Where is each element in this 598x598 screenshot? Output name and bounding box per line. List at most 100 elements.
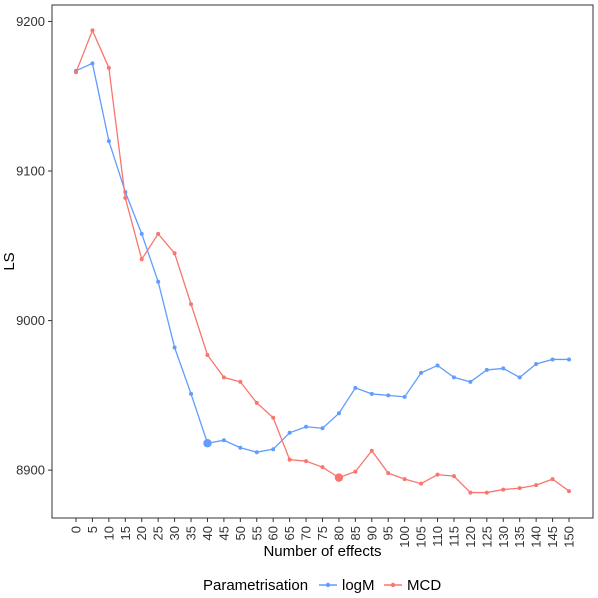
x-axis-title: Number of effects	[263, 543, 381, 560]
data-point-logm	[468, 379, 473, 384]
data-point-mcd	[156, 231, 161, 236]
data-point-logm	[402, 394, 407, 399]
data-point-logm	[369, 391, 374, 396]
y-tick-label: 9100	[16, 164, 45, 179]
legend-key-mcd-point	[390, 582, 396, 588]
data-point-logm	[90, 61, 95, 66]
data-point-logm	[238, 445, 243, 450]
x-tick-label: 150	[562, 526, 577, 548]
data-point-logm	[336, 411, 341, 416]
x-tick-label: 5	[85, 526, 100, 533]
x-tick-label: 30	[167, 526, 182, 540]
data-point-logm	[172, 345, 177, 350]
data-point-logm	[106, 139, 111, 144]
x-tick-label: 40	[200, 526, 215, 540]
data-point-mcd	[501, 487, 506, 492]
highlight-point-logm	[203, 439, 212, 448]
data-point-mcd	[139, 257, 144, 262]
data-point-mcd	[205, 352, 210, 357]
legend-title: Parametrisation	[203, 577, 308, 594]
data-point-mcd	[567, 489, 571, 494]
data-point-logm	[435, 363, 440, 368]
x-tick-label: 80	[331, 526, 346, 540]
data-point-mcd	[550, 477, 555, 482]
legend: Parametrisation logM MCD	[203, 577, 441, 594]
x-tick-label: 120	[463, 526, 478, 548]
data-point-mcd	[189, 302, 194, 307]
data-point-logm	[287, 430, 292, 435]
x-tick-label: 20	[134, 526, 149, 540]
x-tick-label: 110	[430, 526, 445, 547]
data-point-logm	[304, 424, 309, 429]
data-point-mcd	[221, 375, 226, 380]
data-point-mcd	[353, 469, 358, 474]
x-tick-label: 135	[512, 526, 527, 548]
data-point-logm	[517, 375, 522, 380]
data-point-logm	[501, 366, 506, 371]
data-point-mcd	[106, 65, 111, 70]
data-point-logm	[419, 370, 424, 375]
data-point-logm	[451, 375, 456, 380]
x-tick-label: 65	[282, 526, 297, 540]
data-point-logm	[221, 438, 226, 443]
y-axis-title: LS	[1, 252, 18, 270]
data-point-mcd	[254, 400, 259, 405]
data-point-mcd	[484, 490, 489, 495]
data-point-mcd	[172, 251, 177, 256]
y-tick-label: 9000	[16, 313, 45, 328]
panel-border	[51, 4, 594, 519]
data-point-mcd	[369, 448, 374, 453]
data-point-logm	[271, 447, 276, 452]
data-point-logm	[254, 450, 259, 455]
highlight-point-mcd	[334, 473, 344, 482]
x-tick-label: 75	[315, 526, 330, 540]
legend-label-mcd: MCD	[407, 577, 441, 594]
data-point-mcd	[320, 465, 325, 470]
x-tick-label: 95	[381, 526, 396, 540]
data-point-logm	[320, 426, 325, 431]
series-layer	[74, 28, 571, 495]
x-tick-label: 140	[529, 526, 544, 548]
x-tick-label: 60	[266, 526, 281, 540]
data-point-mcd	[402, 477, 407, 482]
data-point-mcd	[451, 474, 456, 479]
x-tick-label: 45	[216, 526, 231, 540]
x-tick-label: 125	[479, 526, 494, 548]
data-point-mcd	[419, 481, 424, 486]
data-point-logm	[353, 385, 358, 390]
data-point-mcd	[435, 472, 440, 477]
data-point-logm	[189, 391, 194, 396]
y-tick-label: 9200	[16, 14, 45, 29]
legend-key-logm-point	[325, 582, 331, 588]
x-tick-label: 145	[545, 526, 560, 548]
data-point-mcd	[304, 459, 309, 464]
y-tick-label: 8900	[16, 463, 45, 478]
x-tick-label: 70	[299, 526, 314, 540]
x-tick-label: 55	[249, 526, 264, 540]
data-point-mcd	[238, 379, 243, 384]
x-tick-label: 100	[397, 526, 412, 548]
data-point-mcd	[534, 483, 539, 488]
x-tick-label: 50	[233, 526, 248, 540]
x-tick-label: 0	[69, 526, 84, 533]
x-tick-label: 90	[364, 526, 379, 540]
data-point-logm	[139, 231, 144, 236]
x-tick-label: 10	[101, 526, 116, 540]
data-point-logm	[567, 357, 571, 362]
data-point-logm	[156, 279, 161, 284]
x-tick-label: 35	[184, 526, 199, 540]
data-point-mcd	[287, 457, 292, 462]
data-point-logm	[534, 361, 539, 366]
data-point-mcd	[271, 415, 276, 420]
data-point-mcd	[90, 28, 95, 33]
data-point-mcd	[468, 490, 473, 495]
x-tick-label: 15	[118, 526, 133, 540]
x-axis: 0 5 10 15 20 25 30 35 40 45 50 55 60 65 70 75 80 85 90 95 10…	[69, 518, 577, 548]
data-point-mcd	[386, 471, 391, 476]
x-tick-label: 85	[348, 526, 363, 540]
data-point-logm	[484, 367, 489, 372]
data-point-mcd	[517, 486, 522, 491]
legend-label-logm: logM	[342, 577, 375, 594]
x-tick-label: 25	[151, 526, 166, 540]
